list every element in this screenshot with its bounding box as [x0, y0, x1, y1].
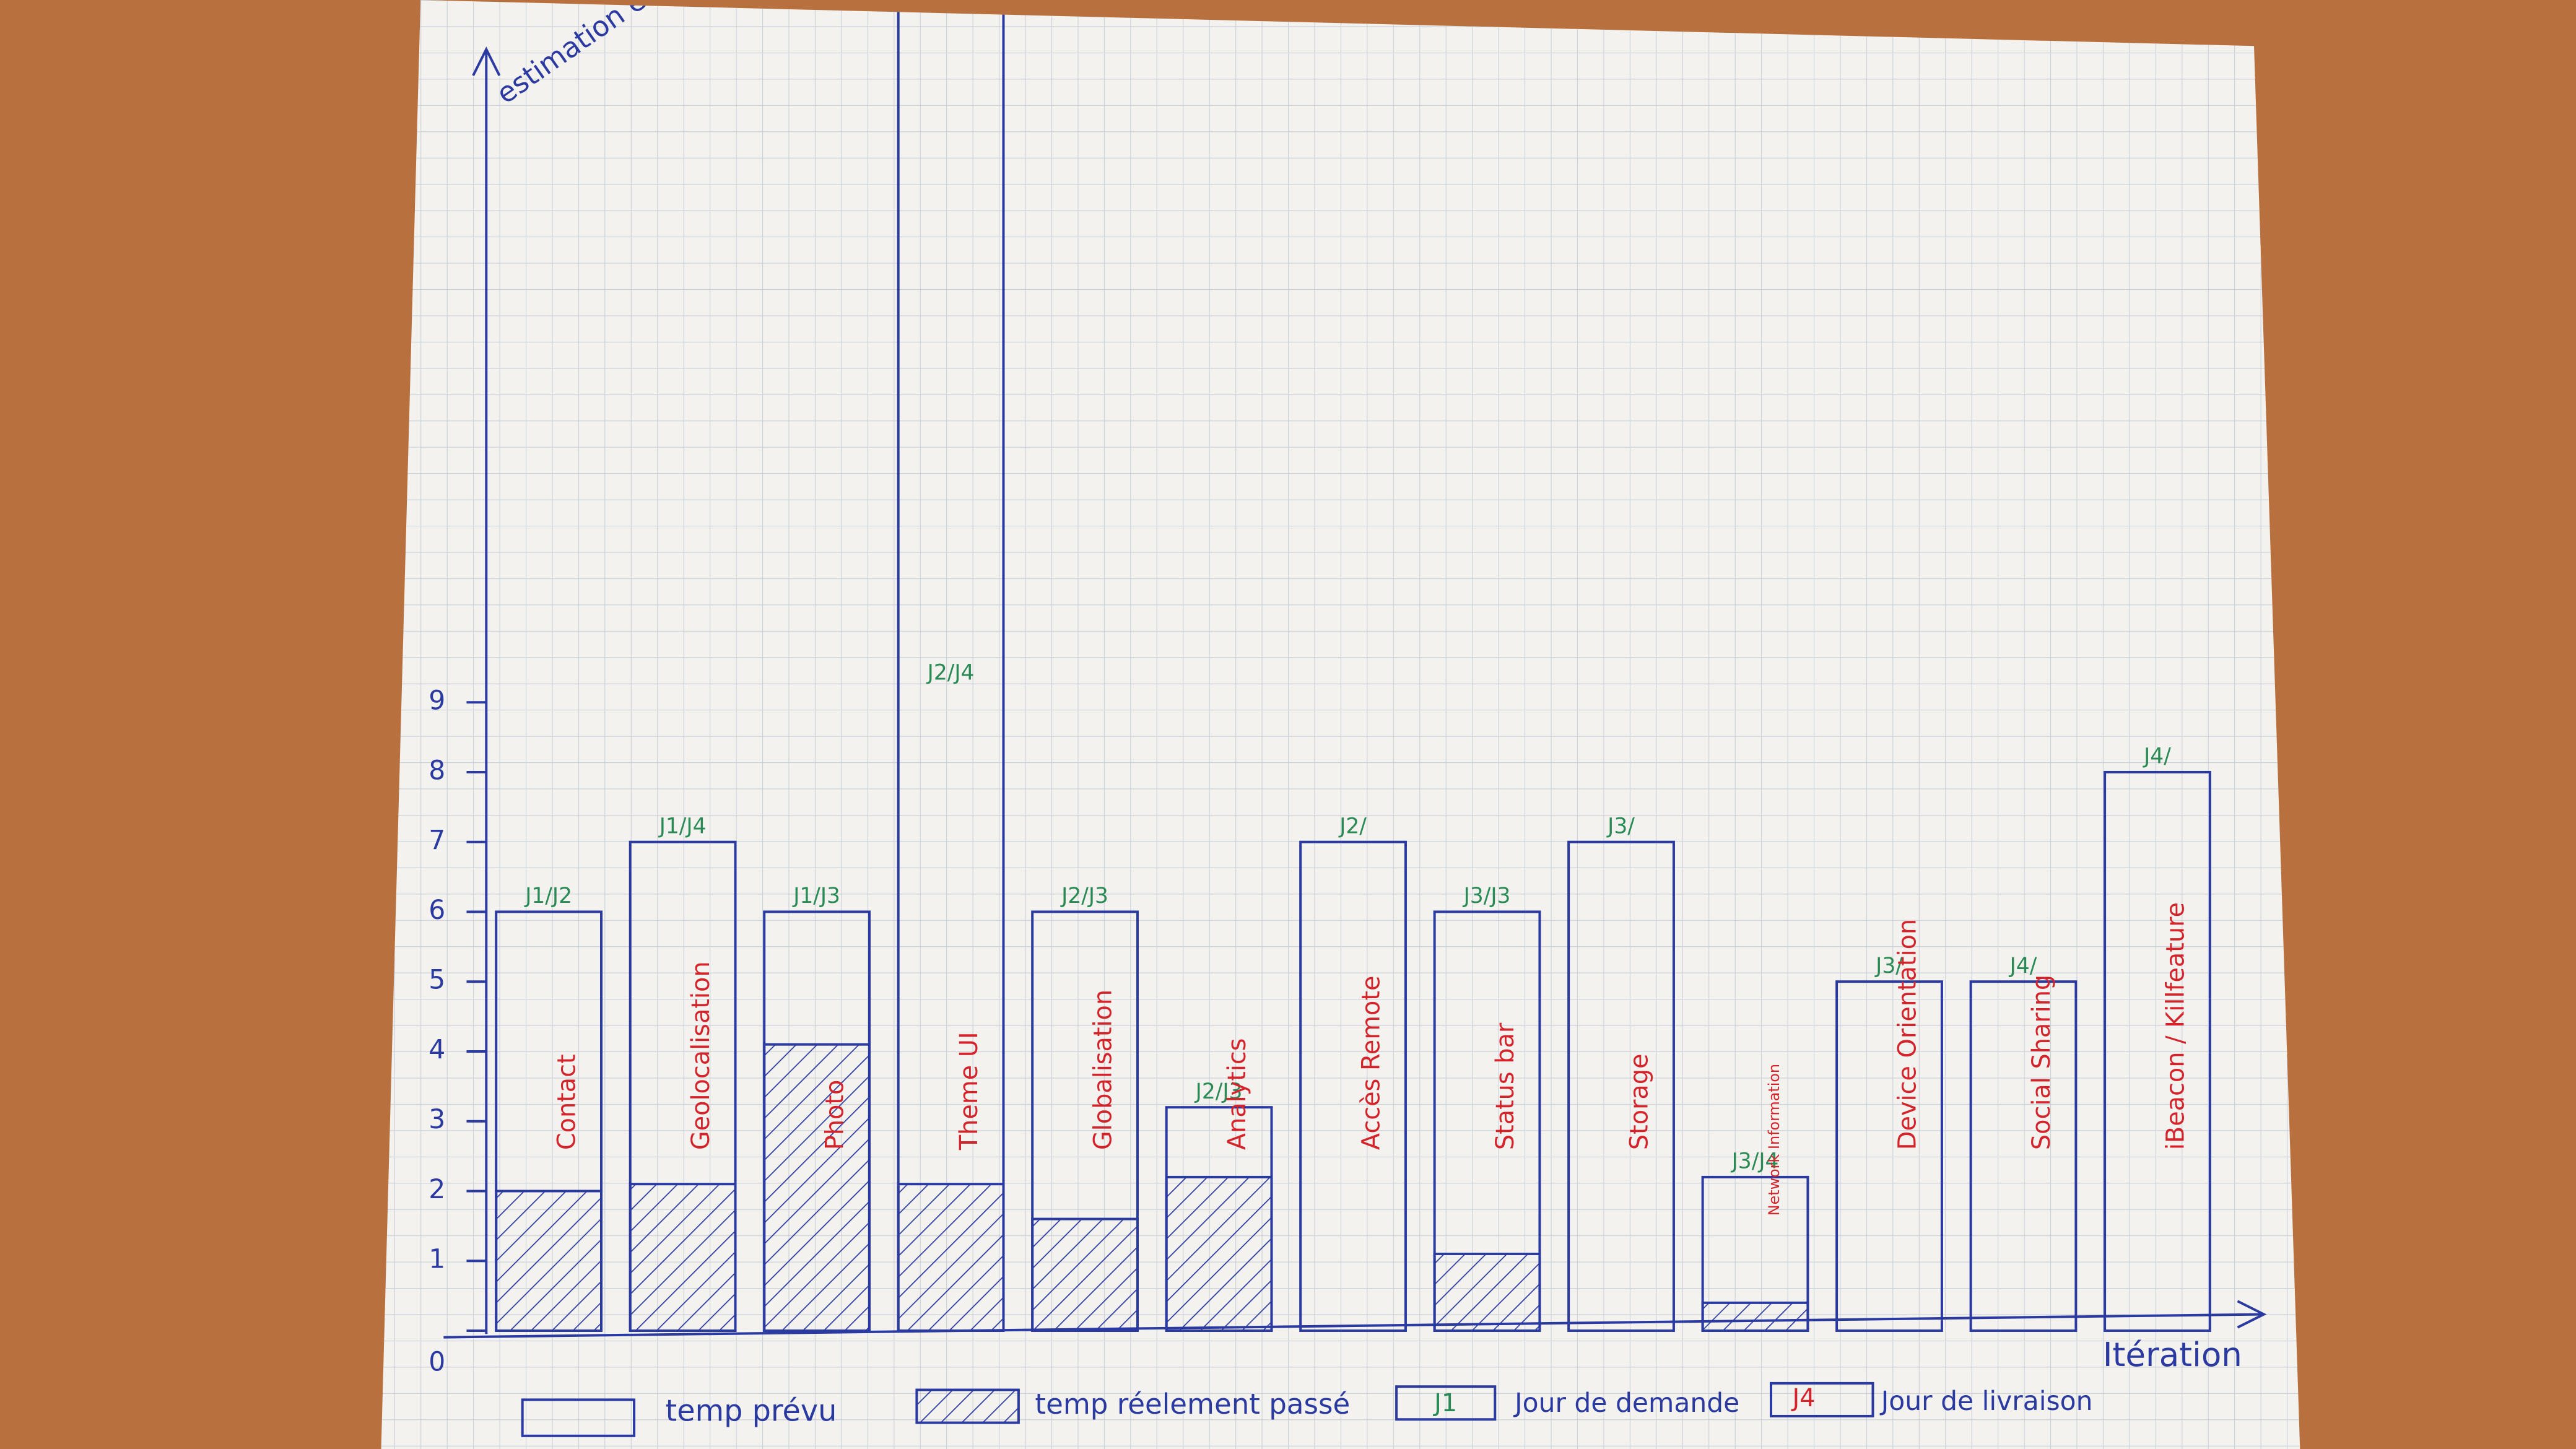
category-label: Accès Remote	[1357, 976, 1385, 1151]
legend: temp prévu temp réelement passé J1 Jour …	[521, 1382, 2093, 1437]
legend-swatch-request	[1395, 1385, 1497, 1421]
bar-actual	[1433, 1252, 1541, 1332]
category-label: Analytics	[1223, 1038, 1251, 1150]
legend-swatch-delivery	[1770, 1382, 1874, 1417]
day-label: J3/J3	[1463, 884, 1511, 908]
x-axis-title: Itération	[2103, 1336, 2242, 1374]
bar-actual	[1031, 1217, 1139, 1332]
category-label: Status bar	[1491, 1022, 1520, 1150]
bar-actual	[763, 1043, 871, 1332]
y-tick-label: 8	[429, 755, 445, 786]
day-label: J4/	[2143, 744, 2171, 769]
day-label: J1/J3	[792, 884, 840, 908]
bar-actual	[1701, 1301, 1809, 1332]
category-label: Globalisation	[1089, 990, 1117, 1150]
y-tick-label: 3	[429, 1105, 445, 1135]
y-tick-label: 6	[429, 895, 445, 926]
bar-planned	[1299, 840, 1407, 1332]
legend-swatch-planned	[521, 1398, 636, 1437]
day-label: J4/	[2009, 954, 2037, 978]
category-label: Geolocalisation	[687, 961, 715, 1150]
legend-swatch-actual	[915, 1388, 1020, 1424]
day-label: J1/J4	[658, 814, 707, 838]
bar-planned	[1567, 840, 1675, 1332]
bar-actual	[897, 1183, 1005, 1332]
bar-actual	[1165, 1175, 1273, 1332]
x-axis-arrow	[2237, 1300, 2267, 1329]
category-label: Storage	[1625, 1053, 1653, 1150]
legend-label: Jour de demande	[1513, 1388, 1739, 1419]
legend-tag: J4	[1791, 1384, 1816, 1412]
y-tick-label: 9	[429, 686, 445, 716]
day-label: J3/	[1874, 954, 1903, 978]
day-label: J3/	[1606, 814, 1635, 838]
category-label: iBeacon / Killfeature	[2161, 902, 2190, 1150]
y-tick-label: 1	[429, 1245, 445, 1275]
day-label: J2/J3	[1194, 1079, 1243, 1104]
legend-label: temp prévu	[665, 1395, 837, 1429]
legend-label: temp réelement passé	[1035, 1388, 1350, 1421]
y-tick-label: 2	[429, 1175, 445, 1205]
y-tick-label: 0	[429, 1347, 445, 1378]
bar-planned	[1969, 980, 2078, 1332]
bar-actual	[495, 1190, 603, 1332]
day-label: J2/	[1338, 814, 1367, 838]
category-label: Theme UI	[955, 1032, 983, 1151]
category-label: Device Orientation	[1893, 919, 1921, 1150]
bar-planned	[2104, 770, 2211, 1332]
legend-label: Jour de livraison	[1879, 1386, 2093, 1417]
y-tick-label: 5	[429, 965, 445, 996]
y-axis-arrow	[472, 46, 501, 76]
y-tick-label: 7	[429, 825, 445, 856]
day-label: J1/J2	[524, 884, 572, 908]
category-label: Social Sharing	[2027, 975, 2056, 1150]
day-label: J2/J3	[1060, 884, 1108, 908]
day-label: J2/J4	[926, 660, 975, 685]
day-label: J3/J4	[1731, 1149, 1779, 1174]
bar-actual	[629, 1183, 737, 1332]
category-label: Network Information	[1765, 1064, 1783, 1216]
category-label: Contact	[552, 1054, 581, 1150]
y-tick-label: 4	[429, 1035, 445, 1065]
category-label: Photo	[820, 1080, 849, 1150]
legend-tag: J1	[1432, 1389, 1457, 1417]
x-axis	[443, 1313, 2264, 1339]
bar-planned	[1835, 980, 1943, 1332]
